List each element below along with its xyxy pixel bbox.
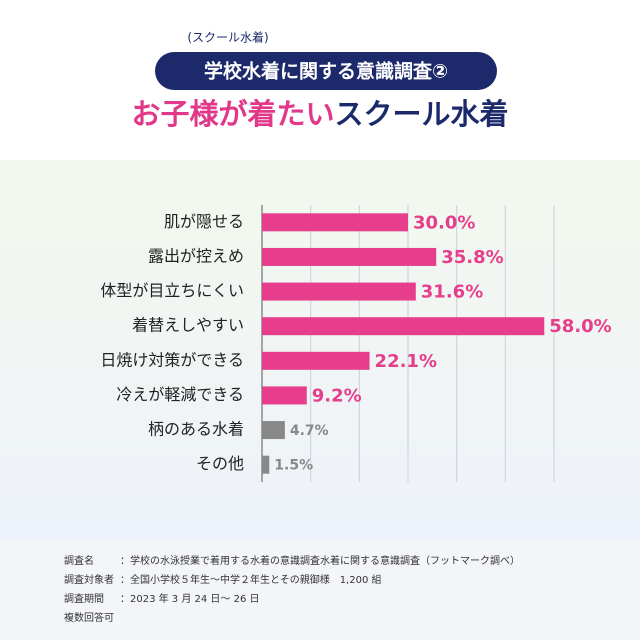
bar (262, 317, 545, 336)
chart-title: お子様が着たいスクール水着 (131, 97, 508, 131)
title-part: お子様が着たい (131, 97, 334, 131)
subtitle: (スクール水着) (187, 30, 268, 45)
bar (262, 421, 285, 440)
note: 調査対象者 (64, 573, 114, 586)
bar (262, 351, 370, 370)
category-label: 冷えが軽減できる (116, 385, 244, 404)
value-label: 4.7% (290, 423, 329, 439)
value-label: 35.8% (441, 247, 503, 268)
category-label: 体型が目立ちにくい (100, 281, 244, 300)
bar (262, 247, 437, 266)
note: ：学校の水泳授業で着用する水着の意識調査水着に関する意識調査（フットマーク調べ） (120, 554, 520, 567)
title-part: スクール水着 (335, 97, 509, 131)
category-label: 柄のある水着 (148, 420, 244, 439)
bar (262, 282, 416, 301)
category-label: 露出が控えめ (148, 246, 244, 265)
value-label: 31.6% (421, 282, 483, 303)
note: 複数回答可 (64, 611, 114, 624)
value-label: 30.0% (413, 212, 475, 233)
value-label: 58.0% (549, 316, 611, 337)
note: 調査期間 (64, 592, 104, 605)
badge-pill (155, 52, 497, 90)
badge: 学校水着に関する意識調査② (204, 60, 448, 83)
category-label: その他 (196, 454, 244, 473)
bar (262, 455, 270, 474)
category-label: 肌が隠せる (164, 212, 244, 231)
category-label: 日焼け対策ができる (100, 350, 244, 369)
bar (262, 386, 307, 405)
value-label: 1.5% (274, 458, 313, 474)
note: ：2023 年 3 月 24 日～ 26 日 (120, 592, 260, 605)
category-label: 着替えしやすい (132, 316, 244, 335)
note: 調査名 (64, 554, 94, 567)
value-label: 9.2% (312, 385, 362, 406)
bar (262, 213, 408, 232)
value-label: 22.1% (375, 351, 437, 372)
footer-background (0, 540, 640, 640)
note: ：全国小学校５年生～中学２年生とその親御様 1,200 組 (120, 573, 382, 586)
